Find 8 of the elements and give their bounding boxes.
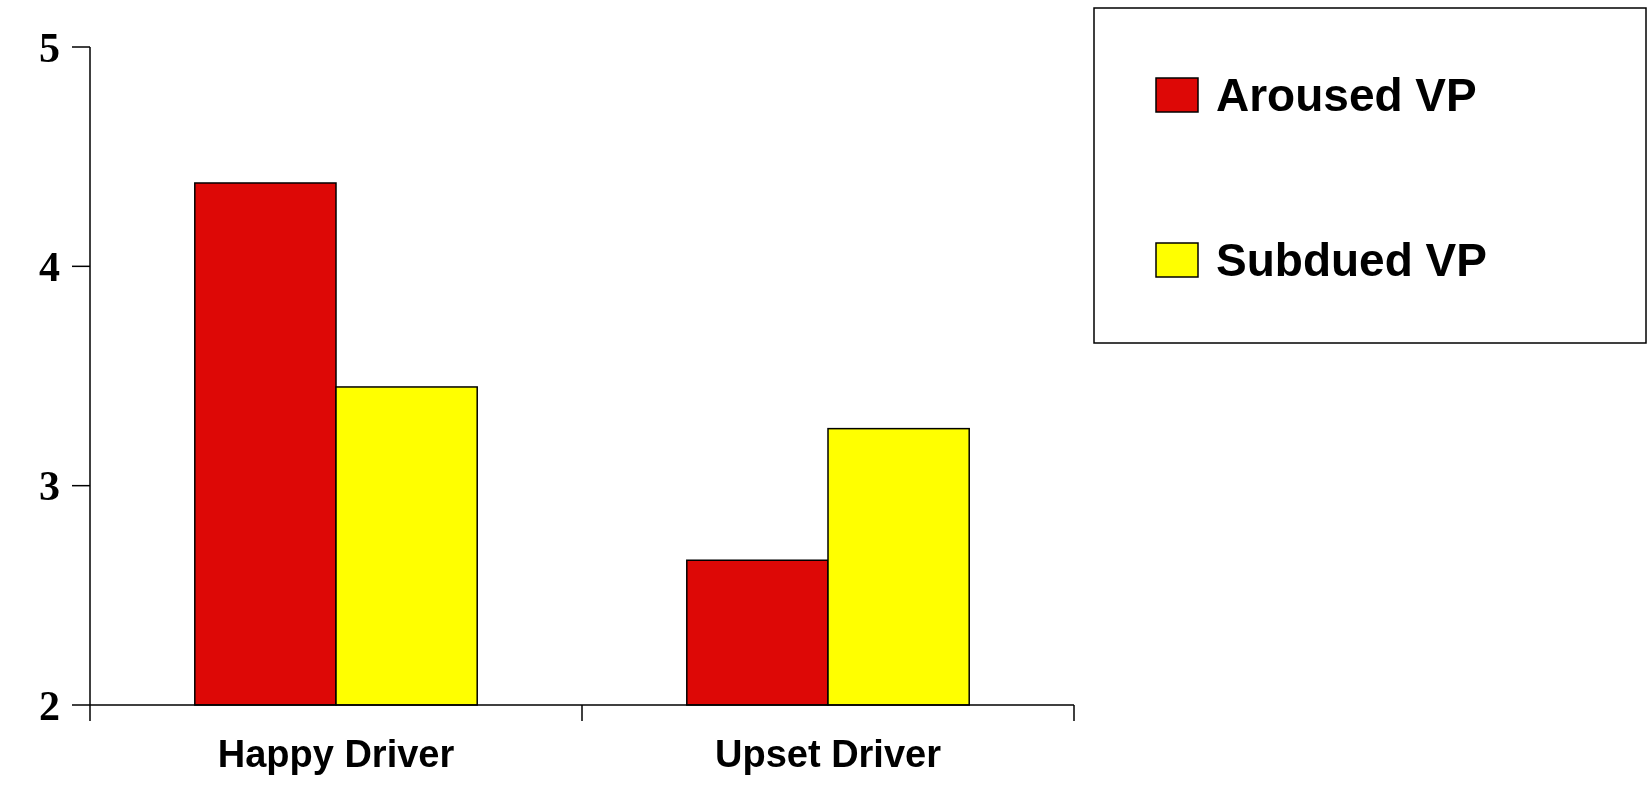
y-tick-label: 5 [39,24,60,71]
y-tick-label: 4 [39,244,60,291]
legend-label: Aroused VP [1216,69,1477,122]
y-tick-label: 2 [39,682,60,729]
x-tick-label: Upset Driver [715,733,942,775]
x-tick-label: Happy Driver [217,733,455,775]
y-tick-label: 3 [39,463,60,510]
legend-label: Subdued VP [1216,234,1487,287]
